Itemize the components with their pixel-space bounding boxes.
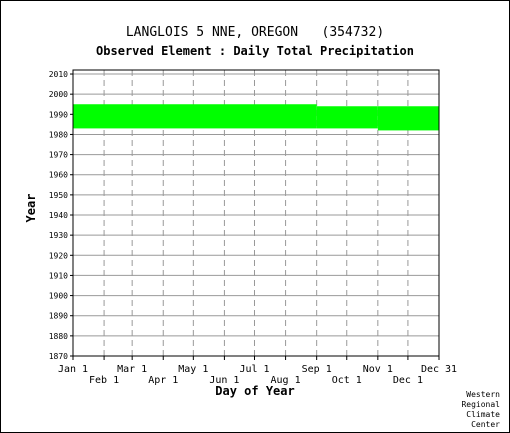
x-tick-label: Jan 1 [58,364,88,375]
x-tick-label: Jun 1 [209,375,239,386]
x-tick-label: Feb 1 [89,375,119,386]
y-axis-label: Year [24,193,38,223]
x-tick-label: Dec 1 [393,375,423,386]
plot-border [72,69,440,357]
x-tick-label: Mar 1 [117,364,147,375]
x-tick-label: Dec 31 [421,364,457,375]
x-tick-label: May 1 [178,364,208,375]
data-band [73,104,317,129]
y-tick-label: 1880 [49,332,68,341]
credit-line: Center [471,420,500,429]
x-axis-label: Day of Year [215,384,295,398]
credit-line: Climate [466,410,500,419]
x-tick-label: Jul 1 [239,364,269,375]
wrcc-credit: Western Regional Climate Center [440,390,500,430]
y-tick-label: 1900 [49,292,68,301]
y-tick-label: 1940 [49,211,68,220]
station-title: LANGLOIS 5 NNE, OREGON (354732) [125,25,385,40]
y-tick-label: 1990 [49,110,68,119]
data-band [377,106,439,131]
credit-line: Regional [461,400,500,409]
y-tick-label: 2010 [49,70,68,79]
x-tick-label: Apr 1 [148,375,178,386]
x-tick-label: Nov 1 [363,364,393,375]
y-tick-label: 1930 [49,231,68,240]
y-tick-label: 1980 [49,130,68,139]
y-tick-label: 1960 [49,171,68,180]
x-tick-label: Sep 1 [302,364,332,375]
y-tick-label: 1870 [49,352,68,361]
credit-line: Western [466,390,500,399]
x-tick-label: Aug 1 [271,375,301,386]
element-title: Observed Element : Daily Total Precipita… [96,44,414,58]
y-tick-label: 1920 [49,251,68,260]
y-tick-label: 1910 [49,271,68,280]
y-tick-label: 1890 [49,312,68,321]
y-tick-label: 1950 [49,191,68,200]
x-tick-label: Oct 1 [332,375,362,386]
y-tick-label: 1970 [49,151,68,160]
y-tick-label: 2000 [49,90,68,99]
data-band [316,106,378,129]
